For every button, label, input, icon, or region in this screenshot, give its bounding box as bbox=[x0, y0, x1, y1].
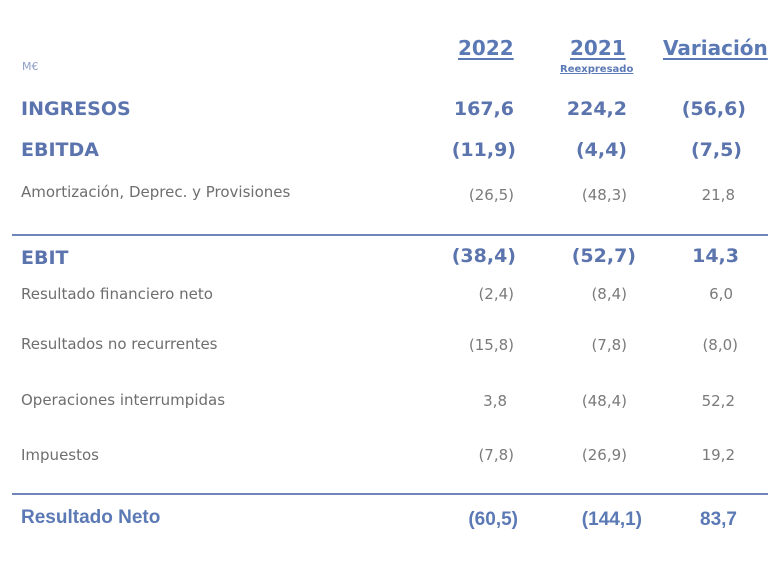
value-2021: (48,3) bbox=[581, 186, 627, 204]
value-variacion: 83,7 bbox=[700, 509, 737, 530]
value-variacion: 6,0 bbox=[709, 285, 733, 303]
value-2021: (26,9) bbox=[581, 446, 627, 464]
row-label: EBITDA bbox=[21, 139, 99, 161]
value-variacion: 19,2 bbox=[701, 446, 735, 464]
value-2021: 224,2 bbox=[566, 98, 627, 120]
divider-line bbox=[12, 493, 768, 495]
row-label: Resultado Neto bbox=[21, 507, 161, 528]
row-label: Amortización, Deprec. y Provisiones bbox=[21, 183, 291, 201]
row-label: Resultado financiero neto bbox=[21, 285, 213, 303]
column-header-2022: 2022 bbox=[458, 36, 514, 60]
value-2022: 167,6 bbox=[453, 98, 514, 120]
value-2022: (38,4) bbox=[451, 245, 516, 267]
value-2022: 3,8 bbox=[483, 392, 507, 410]
value-2022: (60,5) bbox=[468, 509, 518, 530]
row-label: Impuestos bbox=[21, 446, 99, 464]
value-variacion: (8,0) bbox=[702, 336, 738, 354]
value-2022: (11,9) bbox=[451, 139, 516, 161]
value-2022: (7,8) bbox=[478, 446, 514, 464]
value-variacion: 14,3 bbox=[692, 245, 739, 267]
row-label: EBIT bbox=[21, 247, 69, 269]
row-label: INGRESOS bbox=[21, 98, 131, 120]
value-2021: (7,8) bbox=[591, 336, 627, 354]
value-2021: (52,7) bbox=[571, 245, 636, 267]
value-2021: (8,4) bbox=[591, 285, 627, 303]
value-2021: (4,4) bbox=[575, 139, 627, 161]
row-label: Resultados no recurrentes bbox=[21, 335, 218, 353]
value-variacion: 52,2 bbox=[701, 392, 735, 410]
row-label: Operaciones interrumpidas bbox=[21, 391, 226, 409]
value-variacion: 21,8 bbox=[701, 186, 735, 204]
unit-label: M€ bbox=[22, 60, 39, 73]
divider-line bbox=[12, 234, 768, 236]
value-2022: (15,8) bbox=[468, 336, 514, 354]
value-variacion: (56,6) bbox=[681, 98, 746, 120]
value-2022: (26,5) bbox=[468, 186, 514, 204]
value-2021: (144,1) bbox=[581, 509, 642, 530]
value-2022: (2,4) bbox=[478, 285, 514, 303]
value-variacion: (7,5) bbox=[690, 139, 742, 161]
value-2021: (48,4) bbox=[581, 392, 627, 410]
column-header-variacion: Variación bbox=[663, 36, 768, 60]
column-header-2021: 2021 bbox=[570, 36, 626, 60]
column-subheader-reexpresado: Reexpresado bbox=[560, 64, 634, 75]
